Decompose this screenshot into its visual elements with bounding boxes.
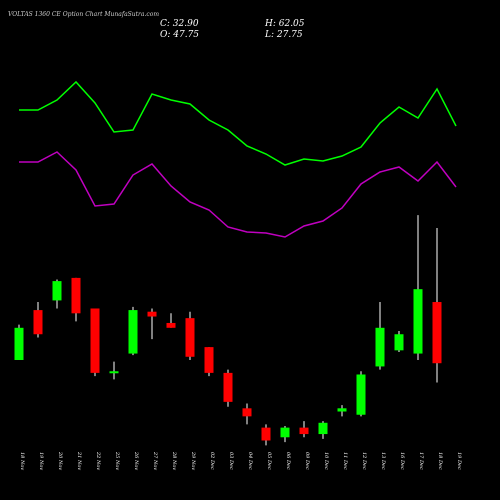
- x-tick-label: 09 Dec: [304, 452, 310, 470]
- x-tick-label: 19 Nov: [38, 452, 44, 470]
- candle: [356, 371, 366, 417]
- candles: [14, 215, 442, 446]
- candle-body: [147, 311, 157, 317]
- candle-body: [242, 408, 252, 417]
- candle-body: [318, 422, 328, 435]
- candle-body: [204, 347, 214, 373]
- candle-body: [71, 277, 81, 314]
- x-tick-label: 12 Dec: [361, 452, 367, 470]
- x-tick-label: 17 Dec: [418, 452, 424, 470]
- open-value: O: 47.75: [160, 30, 199, 40]
- indicator-line-magenta: [19, 151, 457, 238]
- candle: [242, 403, 252, 425]
- x-tick-label: 21 Nov: [76, 451, 82, 470]
- x-tick-label: 02 Dec: [209, 452, 215, 470]
- x-tick-label: 20 Nov: [57, 451, 63, 470]
- x-tick-label: 11 Dec: [342, 452, 348, 470]
- candle-body: [356, 374, 366, 415]
- indicator-line-green: [19, 80, 457, 166]
- candle-body: [394, 334, 404, 351]
- candle: [280, 426, 290, 443]
- candle: [109, 361, 119, 380]
- x-tick-label: 27 Nov: [152, 451, 158, 470]
- x-tick-label: 13 Dec: [380, 452, 386, 470]
- candle: [33, 302, 43, 338]
- candle-body: [261, 427, 271, 441]
- candle: [52, 279, 62, 309]
- x-tick-label: 22 Nov: [95, 451, 101, 470]
- x-tick-label: 18 Dec: [437, 452, 443, 470]
- x-tick-label: 03 Dec: [228, 452, 234, 470]
- candle: [185, 311, 195, 360]
- candle: [413, 215, 423, 360]
- x-tick-label: 29 Nov: [190, 451, 196, 470]
- candle: [432, 227, 442, 383]
- x-tick-label: 05 Dec: [266, 452, 272, 470]
- x-tick-label: 28 Nov: [171, 451, 177, 470]
- indicator-lines: [19, 80, 457, 238]
- low-value: L: 27.75: [264, 30, 303, 40]
- candle-body: [185, 318, 195, 357]
- candle-body: [14, 327, 24, 360]
- candle: [318, 421, 328, 439]
- candle-body: [128, 310, 138, 354]
- x-tick-label: 25 Nov: [114, 451, 120, 470]
- candle-body: [337, 408, 347, 412]
- candle: [90, 308, 100, 377]
- candle-body: [280, 427, 290, 438]
- x-axis-ticks: 18 Nov 19 Nov 20 Nov 21 Nov 22 Nov 25 Nov 26 N…: [19, 451, 462, 470]
- x-tick-label: 18 Nov: [19, 452, 25, 470]
- candle: [223, 369, 233, 407]
- x-tick-label: 16 Dec: [399, 452, 405, 470]
- candle-body: [375, 327, 385, 367]
- candle: [14, 324, 24, 360]
- x-tick-label: 06 Dec: [285, 452, 291, 470]
- chart-title: VOLTAS 1360 CE Option Chart MunafaSutra.…: [8, 11, 159, 18]
- close-value: C: 32.90: [160, 19, 199, 29]
- candle-body: [109, 371, 119, 374]
- candle: [337, 405, 347, 417]
- candle-body: [432, 302, 442, 364]
- candle-body: [413, 289, 423, 354]
- candle: [261, 424, 271, 446]
- candle-body: [52, 281, 62, 301]
- candle: [299, 421, 309, 438]
- candle: [204, 347, 214, 377]
- candle: [71, 277, 81, 322]
- candle-body: [223, 372, 233, 402]
- x-tick-label: 10 Dec: [323, 452, 329, 470]
- candle: [394, 331, 404, 352]
- high-value: H: 62.05: [264, 19, 305, 29]
- candle: [128, 306, 138, 356]
- candle: [375, 302, 385, 370]
- x-tick-label: 26 Nov: [133, 451, 139, 470]
- candle-body: [166, 322, 176, 328]
- x-tick-label: 04 Dec: [247, 452, 253, 470]
- candle-body: [90, 308, 100, 373]
- candle: [166, 313, 176, 328]
- candle: [147, 308, 157, 340]
- candle-body: [299, 427, 309, 435]
- candle-body: [33, 310, 43, 335]
- x-tick-label: 19 Dec: [456, 452, 462, 470]
